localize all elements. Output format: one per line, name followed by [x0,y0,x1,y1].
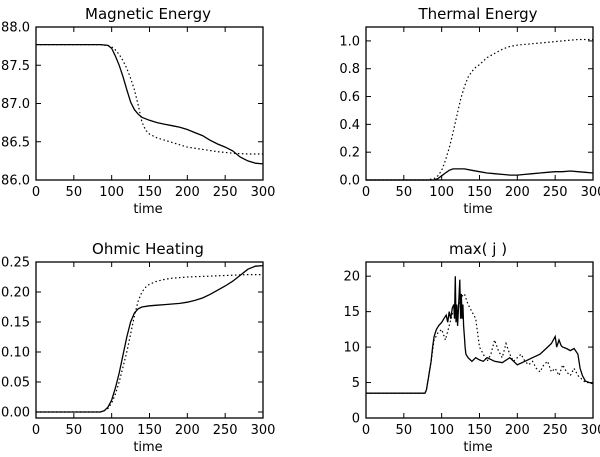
x-tick-label: 150 [467,423,492,438]
y-tick-label: 86.0 [1,174,30,189]
plot-frame [35,261,264,419]
series-line-dotted [366,38,593,181]
x-tick-label: 0 [362,423,370,438]
series-line-solid [36,43,264,165]
x-tick-label: 250 [543,185,568,200]
y-tick-label: 0.6 [339,90,360,105]
x-tick-label: 50 [66,423,83,438]
y-tick-label: 88.0 [1,21,30,36]
x-tick-label: 200 [175,185,200,200]
chart-title: Ohmic Heating [92,240,204,258]
y-tick-label: 87.5 [1,59,30,74]
y-tick-label: 0.4 [339,118,360,133]
x-tick-label: 250 [543,423,568,438]
y-tick-label: 0.8 [339,62,360,77]
x-tick-label: 250 [213,423,238,438]
y-tick-label: 0.0 [339,174,360,189]
x-tick-label: 300 [251,423,276,438]
series-line-dotted [366,292,594,394]
x-tick-label: 150 [137,185,162,200]
series-line-solid [366,276,594,394]
y-tick-label: 0.15 [1,316,30,331]
series-line-dotted [36,274,263,413]
y-tick-label: 15 [343,305,360,320]
x-tick-label: 0 [362,185,370,200]
series-line-solid [366,168,594,181]
y-tick-label: 0 [352,412,360,427]
y-tick-label: 87.0 [1,97,30,112]
series-line-dotted [36,43,263,155]
x-tick-label: 50 [396,185,413,200]
y-tick-label: 86.5 [1,135,30,150]
y-tick-label: 5 [352,376,360,391]
x-tick-label: 150 [467,185,492,200]
x-tick-label: 0 [32,423,40,438]
x-tick-label: 0 [32,185,40,200]
plot-frame [365,26,594,181]
x-tick-label: 50 [66,185,83,200]
x-tick-label: 250 [213,185,238,200]
chart-panel-2: Thermal Energy 0 50 100 150 200 250 300 0.0 0.2 0.… [339,5,600,217]
x-axis-label: time [133,440,162,455]
y-tick-label: 0.05 [1,376,30,391]
y-tick-label: 10 [343,341,360,356]
x-tick-label: 300 [251,185,276,200]
chart-panel-3: Ohmic Heating 0 50 100 150 200 250 300 0.00 0.05 0… [1,240,275,455]
chart-title: Thermal Energy [417,5,537,23]
y-tick-label: 20 [343,270,360,285]
chart-title: max( j ) [449,240,507,258]
y-tick-label: 0.25 [1,256,30,271]
x-tick-label: 200 [505,185,530,200]
chart-panel-4: max( j ) 0 50 100 150 200 250 300 0 5 10 15 20 time [343,240,600,455]
x-tick-label: 150 [137,423,162,438]
x-tick-label: 100 [429,185,454,200]
chart-panel-1: Magnetic Energy 0 50 100 150 200 250 300 86.0 86.… [1,5,275,217]
series-line-solid [36,264,264,413]
x-tick-label: 200 [505,423,530,438]
x-axis-label: time [133,202,162,217]
x-tick-label: 100 [99,423,124,438]
x-tick-label: 200 [175,423,200,438]
y-tick-label: 0.00 [1,406,30,421]
y-tick-label: 1.0 [339,34,360,49]
x-axis-label: time [463,202,492,217]
plot-frame [35,26,264,181]
x-tick-label: 100 [99,185,124,200]
chart-title: Magnetic Energy [85,5,211,23]
x-tick-label: 100 [429,423,454,438]
x-tick-label: 300 [581,185,600,200]
x-tick-label: 300 [581,423,600,438]
x-axis-label: time [463,440,492,455]
y-tick-label: 0.20 [1,286,30,301]
x-tick-label: 50 [396,423,413,438]
y-tick-label: 0.10 [1,346,30,361]
y-tick-label: 0.2 [339,146,360,161]
